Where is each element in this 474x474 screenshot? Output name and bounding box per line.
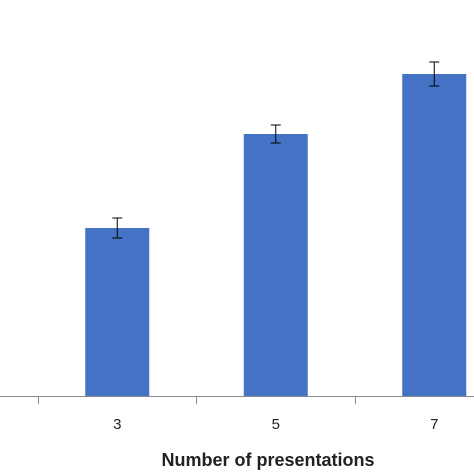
bar [402, 74, 467, 396]
x-axis-label: Number of presentations [161, 450, 374, 470]
error-bar [270, 124, 281, 144]
error-bar [429, 61, 440, 87]
bar [243, 134, 308, 396]
x-tick-label: 5 [272, 416, 280, 433]
x-tick-label: 3 [113, 416, 121, 433]
error-bar [112, 217, 123, 239]
x-tick-label: 7 [430, 416, 438, 433]
bar [85, 228, 150, 396]
